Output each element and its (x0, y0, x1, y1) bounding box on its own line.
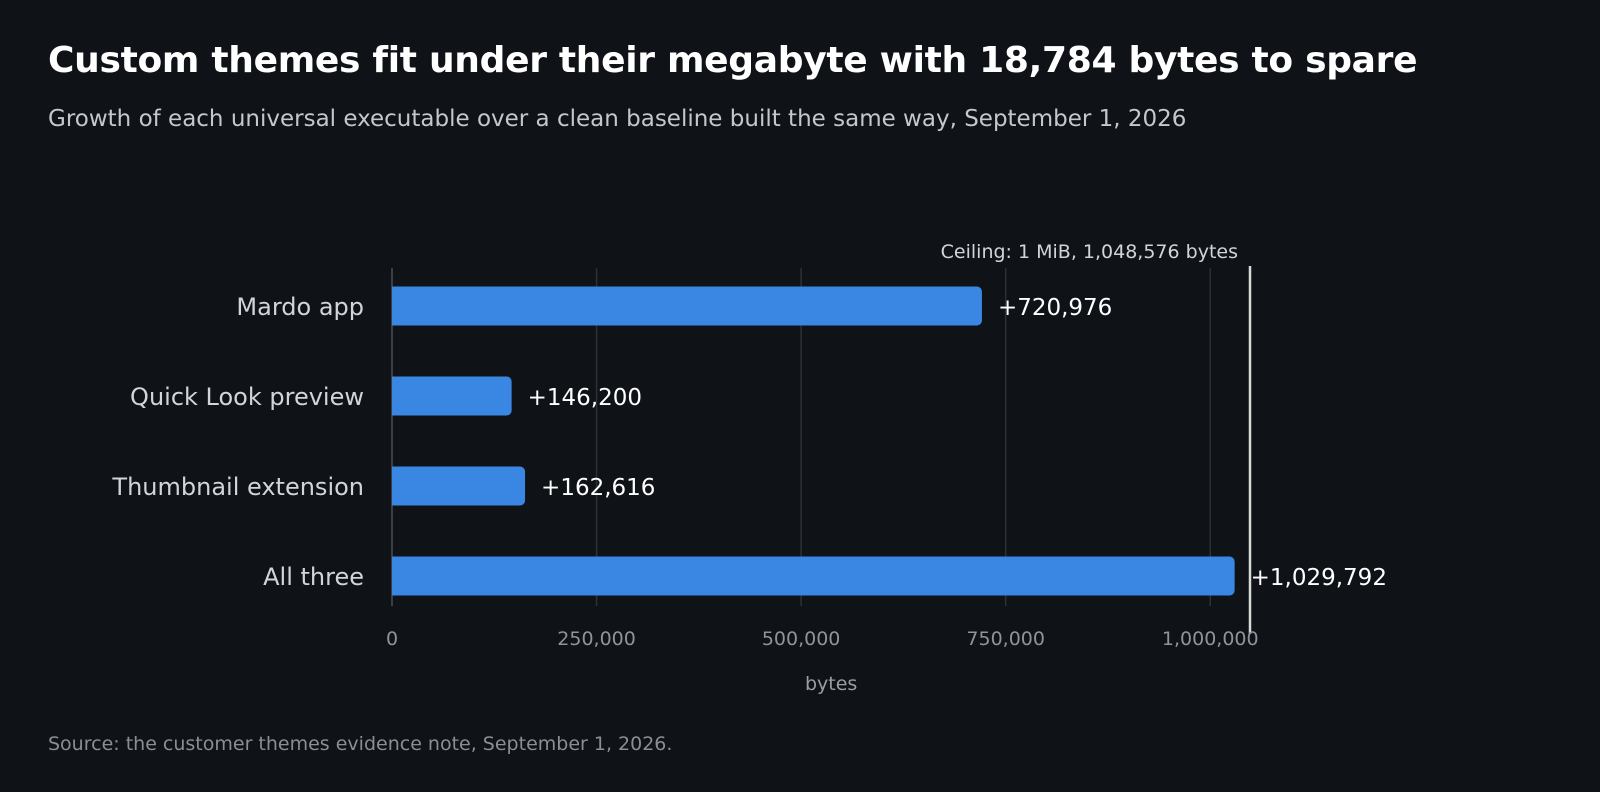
bar-base (392, 466, 398, 506)
bar-base (392, 286, 398, 326)
x-tick-label: 750,000 (966, 628, 1045, 650)
source-note: Source: the customer themes evidence not… (48, 733, 673, 755)
value-label: +162,616 (541, 475, 655, 501)
chart-subtitle: Growth of each universal executable over… (48, 106, 1187, 132)
value-label: +146,200 (528, 385, 642, 411)
bar (392, 466, 526, 506)
category-label: Thumbnail extension (111, 473, 364, 501)
value-label: +720,976 (998, 295, 1112, 321)
x-tick-label: 0 (386, 628, 398, 650)
bar (392, 286, 982, 326)
x-tick-label: 1,000,000 (1162, 628, 1259, 650)
x-tick-label: 500,000 (762, 628, 841, 650)
ceiling-label: Ceiling: 1 MiB, 1,048,576 bytes (941, 241, 1238, 263)
value-label: +1,029,792 (1251, 565, 1387, 591)
bar-base (392, 376, 398, 416)
x-axis-title: bytes (805, 673, 857, 695)
bar-base (392, 556, 398, 596)
bars (392, 286, 1235, 596)
bar (392, 556, 1235, 596)
labels: 0 250,000 500,000 750,000 1,000,000 Ceiling: … (111, 241, 1387, 695)
category-label: Quick Look preview (130, 383, 364, 411)
bar (392, 376, 512, 416)
chart-title: Custom themes fit under their megabyte w… (48, 40, 1418, 81)
x-tick-label: 250,000 (557, 628, 636, 650)
category-label: All three (263, 563, 364, 591)
category-label: Mardo app (236, 293, 364, 321)
